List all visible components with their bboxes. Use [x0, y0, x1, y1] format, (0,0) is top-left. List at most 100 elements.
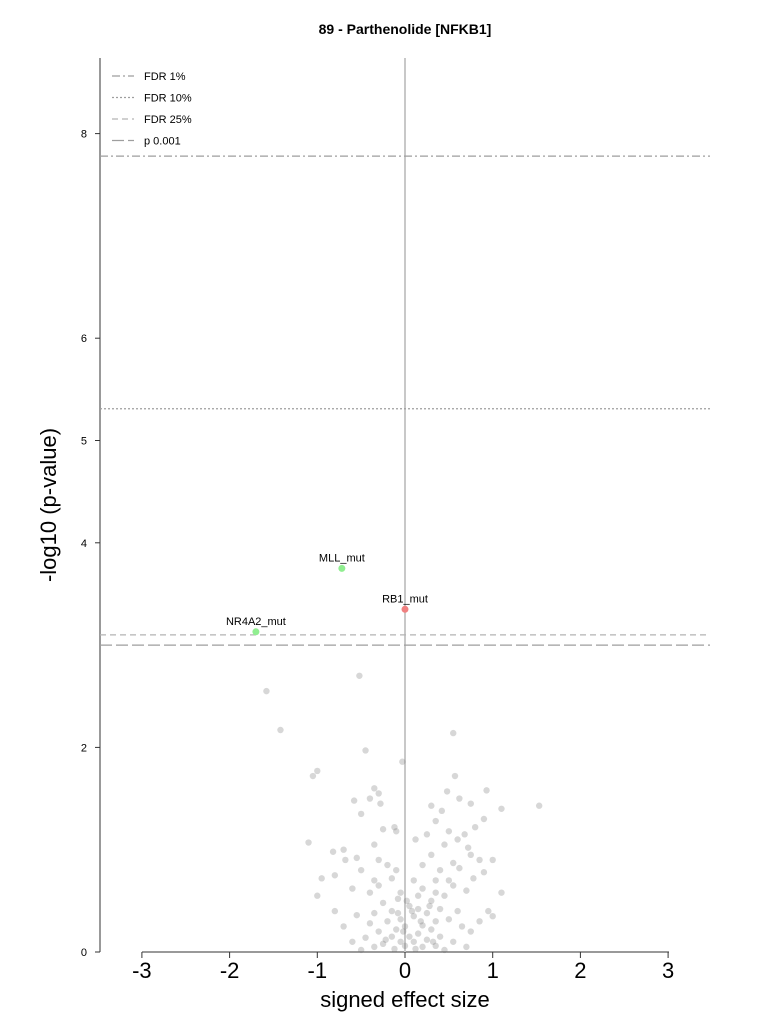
data-point [375, 790, 382, 797]
data-point [463, 943, 470, 951]
data-point [467, 851, 474, 859]
data-point [471, 823, 479, 831]
data-point [436, 866, 444, 874]
data-point [357, 866, 365, 874]
data-point [318, 875, 325, 882]
data-point [349, 885, 356, 892]
data-point [419, 861, 426, 869]
data-point [445, 877, 453, 884]
data-point [535, 802, 543, 809]
background-points [263, 672, 543, 954]
data-point [423, 909, 431, 917]
data-point [394, 909, 402, 917]
threshold-lines [100, 155, 710, 646]
data-point [483, 787, 490, 794]
y-tick-label: 0 [81, 947, 87, 959]
data-point [456, 864, 463, 872]
x-tick-label: 1 [487, 958, 499, 983]
data-point [428, 897, 435, 905]
point-label: MLL_mut [319, 552, 365, 564]
data-point [419, 943, 426, 951]
data-point [489, 912, 496, 920]
data-point [353, 854, 360, 862]
y-tick-label: 2 [81, 742, 87, 754]
data-point [441, 892, 448, 899]
data-point [388, 907, 396, 915]
data-point [371, 841, 378, 848]
data-point [445, 828, 453, 835]
data-point [371, 877, 378, 884]
data-point [467, 800, 474, 807]
data-point [432, 942, 439, 950]
data-point [314, 892, 321, 899]
data-point [432, 889, 439, 896]
data-point [371, 943, 378, 951]
data-point [480, 869, 488, 876]
data-point [340, 846, 347, 853]
data-point [377, 800, 384, 807]
data-point [382, 936, 389, 943]
data-point [423, 936, 431, 943]
highlighted-point [338, 564, 346, 572]
data-point [480, 815, 488, 823]
data-point [485, 907, 492, 915]
data-point [391, 823, 398, 831]
data-point [417, 918, 424, 925]
data-point [277, 726, 284, 734]
point-label: RB1_mut [382, 593, 428, 605]
data-point [436, 905, 444, 913]
x-tick-label: -1 [308, 958, 328, 983]
data-point [414, 892, 422, 899]
data-point [426, 902, 433, 910]
data-point [331, 872, 339, 879]
chart-title: 89 - Parthenolide [NFKB1] [319, 21, 492, 37]
x-tick-label: 3 [662, 958, 674, 983]
data-point [371, 785, 378, 792]
data-point [314, 767, 321, 775]
data-point [428, 926, 435, 933]
data-point [379, 899, 387, 907]
y-tick-label: 6 [81, 333, 87, 345]
x-tick-label: 2 [574, 958, 586, 983]
data-point [461, 831, 468, 838]
data-point [419, 922, 426, 929]
y-tick-label: 4 [81, 538, 87, 550]
legend-label: FDR 1% [144, 71, 186, 83]
data-point [456, 795, 463, 802]
data-point [419, 885, 426, 892]
data-point [498, 889, 505, 896]
data-point [414, 905, 422, 913]
data-point [397, 889, 404, 896]
data-point [429, 938, 437, 945]
data-point [450, 859, 457, 867]
data-point [451, 772, 459, 780]
data-point [391, 945, 398, 953]
data-point [412, 836, 419, 843]
data-point [410, 912, 417, 920]
data-point [399, 758, 406, 765]
data-point [489, 856, 496, 864]
data-point [362, 747, 369, 754]
highlighted-points: MLL_mut RB1_mut NR4A2_mut [226, 552, 428, 636]
x-tick-label: -2 [220, 958, 240, 983]
data-point [379, 940, 387, 948]
data-point [375, 882, 382, 889]
data-point [406, 933, 413, 940]
data-point [423, 831, 431, 838]
data-point [458, 923, 466, 930]
x-tick-label: 0 [399, 958, 411, 983]
data-point [445, 916, 453, 923]
data-point [388, 933, 396, 940]
data-point [428, 851, 435, 859]
data-point [397, 916, 404, 923]
data-point [384, 861, 391, 869]
data-point [349, 938, 356, 945]
data-point [450, 729, 457, 737]
y-tick-label: 8 [81, 129, 87, 141]
legend-label: FDR 10% [144, 93, 192, 105]
data-point [393, 926, 400, 933]
data-point [331, 907, 339, 915]
highlighted-point [252, 628, 260, 636]
data-point [467, 928, 474, 935]
